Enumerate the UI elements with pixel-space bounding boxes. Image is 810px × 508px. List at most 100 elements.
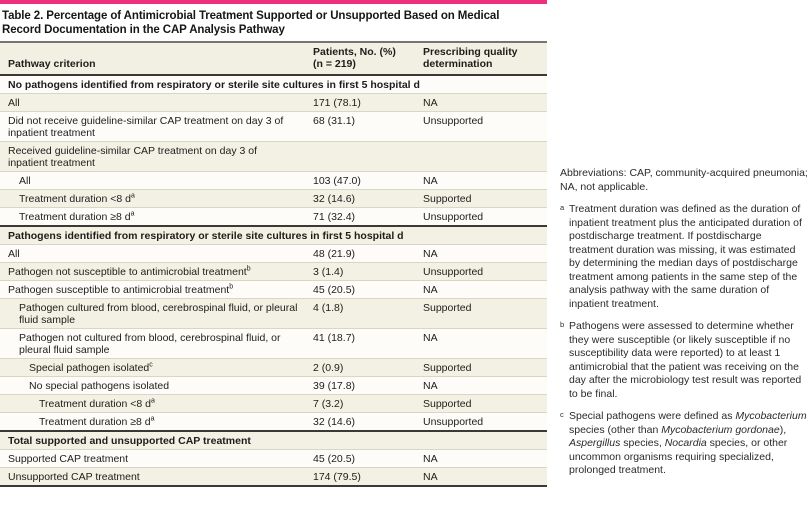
quality-determination-cell: NA [415,244,547,263]
patients-count-cell: 32 (14.6) [305,412,415,431]
quality-determination-cell: Supported [415,189,547,208]
column-header-row: Pathway criterion Patients, No. (%) (n =… [0,41,547,76]
footnote-marker-a: a [560,203,565,212]
patients-count-cell: 171 (78.1) [305,93,415,112]
criterion-cell: Pathogen susceptible to antimicrobial tr… [0,280,305,299]
criterion-cell: Special pathogen isolatedc [0,358,305,377]
patients-count-cell: 71 (32.4) [305,207,415,226]
column-header-label-line1: Patients, No. (%) [313,46,396,58]
table-row: Unsupported CAP treatment 174 (79.5) NA [0,467,547,486]
criterion-cell: Treatment duration <8 da [0,189,305,208]
criterion-cell: Pathogen not cultured from blood, cerebr… [0,328,305,359]
footnote-text: Special pathogens were defined as Mycoba… [569,410,807,476]
footnote-marker-c: c [560,410,564,419]
table-row: Pathogen cultured from blood, cerebrospi… [0,298,547,329]
quality-determination-cell: Unsupported [415,262,547,281]
patients-count-cell: 32 (14.6) [305,189,415,208]
table-row: Treatment duration <8 da 32 (14.6) Support… [0,189,547,208]
table-title: Table 2. Percentage of Antimicrobial Tre… [2,10,500,36]
table-row: Received guideline-similar CAP treatment… [0,141,547,172]
section-header-cell: Pathogens identified from respiratory or… [0,225,547,245]
abbreviations-note: Abbreviations: CAP, community-acquired p… [560,167,808,193]
quality-determination-cell: NA [415,376,547,395]
accent-top-rule [0,0,547,4]
table-row: Treatment duration ≥8 da 32 (14.6) Unsuppo… [0,412,547,431]
footnote-marker-a: a [130,210,135,218]
patients-count-cell: 45 (20.5) [305,449,415,468]
quality-determination-cell: Supported [415,394,547,413]
criterion-cell: Treatment duration <8 da [0,394,305,413]
column-header-prescribing-quality: Prescribing quality determination [415,41,547,76]
column-header-label-line2: determination [423,58,493,70]
footnote-text: Pathogens were assessed to determine whe… [569,320,802,400]
footnote-list: a Treatment duration was defined as the d… [560,203,808,478]
quality-determination-cell: Supported [415,298,547,329]
table-row: All 103 (47.0) NA [0,171,547,190]
section-header-cell: Total supported and unsupported CAP trea… [0,430,547,450]
footnote-marker-b: b [246,265,251,273]
patients-count-cell: 48 (21.9) [305,244,415,263]
patients-count-cell: 39 (17.8) [305,376,415,395]
quality-determination-cell: NA [415,467,547,486]
table-row: Pathogen susceptible to antimicrobial tr… [0,280,547,299]
section-header-row: Pathogens identified from respiratory or… [0,225,547,245]
section-header-row: Total supported and unsupported CAP trea… [0,430,547,450]
cap-analysis-table: Pathway criterion Patients, No. (%) (n =… [0,41,547,487]
footnote-a: a Treatment duration was defined as the d… [560,203,808,311]
quality-determination-cell: Unsupported [415,412,547,431]
patients-count-cell: 68 (31.1) [305,111,415,142]
table-row: No special pathogens isolated 39 (17.8) NA [0,376,547,395]
quality-determination-cell: NA [415,93,547,112]
quality-determination-cell: Supported [415,358,547,377]
table-row: Treatment duration <8 da 7 (3.2) Supported [0,394,547,413]
criterion-cell: All [0,244,305,263]
column-header-pathway-criterion: Pathway criterion [0,41,305,76]
criterion-cell: Supported CAP treatment [0,449,305,468]
patients-count-cell [305,141,415,172]
footnote-marker-b: b [560,320,565,329]
footnote-c: c Special pathogens were defined as Mycob… [560,410,808,478]
table-row: All 171 (78.1) NA [0,93,547,112]
section-header-row: No pathogens identified from respiratory… [0,74,547,94]
table-row: Pathogen not cultured from blood, cerebr… [0,328,547,359]
table-row: All 48 (21.9) NA [0,244,547,263]
patients-count-cell: 7 (3.2) [305,394,415,413]
column-header-label-line1: Prescribing quality [423,46,518,58]
criterion-cell: All [0,93,305,112]
table-row: Supported CAP treatment 45 (20.5) NA [0,449,547,468]
quality-determination-cell: Unsupported [415,207,547,226]
footnote-marker-a: a [150,397,155,405]
criterion-cell: No special pathogens isolated [0,376,305,395]
column-header-patients: Patients, No. (%) (n = 219) [305,41,415,76]
table-row: Did not receive guideline-similar CAP tr… [0,111,547,142]
criterion-cell: All [0,171,305,190]
footnote-marker-a: a [130,192,135,200]
footnote-marker-a: a [150,415,155,423]
footnote-marker-b: b [229,283,234,291]
table-row: Pathogen not susceptible to antimicrobia… [0,262,547,281]
criterion-cell: Pathogen cultured from blood, cerebrospi… [0,298,305,329]
footnote-b: b Pathogens were assessed to determine wh… [560,320,808,401]
patients-count-cell: 3 (1.4) [305,262,415,281]
table-row: Special pathogen isolatedc 2 (0.9) Support… [0,358,547,377]
footnotes-panel: Abbreviations: CAP, community-acquired p… [560,167,808,487]
criterion-cell: Did not receive guideline-similar CAP tr… [0,111,305,142]
quality-determination-cell [415,141,547,172]
table-header: Pathway criterion Patients, No. (%) (n =… [0,41,547,76]
criterion-cell: Unsupported CAP treatment [0,467,305,486]
column-header-label-line2: (n = 219) [313,58,356,70]
criterion-cell: Received guideline-similar CAP treatment… [0,141,305,172]
footnote-marker-c: c [149,361,153,369]
patients-count-cell: 4 (1.8) [305,298,415,329]
table-body: No pathogens identified from respiratory… [0,74,547,486]
quality-determination-cell: NA [415,171,547,190]
patients-count-cell: 41 (18.7) [305,328,415,359]
criterion-cell: Treatment duration ≥8 da [0,207,305,226]
patients-count-cell: 174 (79.5) [305,467,415,486]
quality-determination-cell: NA [415,449,547,468]
criterion-cell: Treatment duration ≥8 da [0,412,305,431]
footnote-text: Treatment duration was defined as the du… [569,203,802,310]
patients-count-cell: 103 (47.0) [305,171,415,190]
table-row: Treatment duration ≥8 da 71 (32.4) Unsuppo… [0,207,547,226]
quality-determination-cell: Unsupported [415,111,547,142]
